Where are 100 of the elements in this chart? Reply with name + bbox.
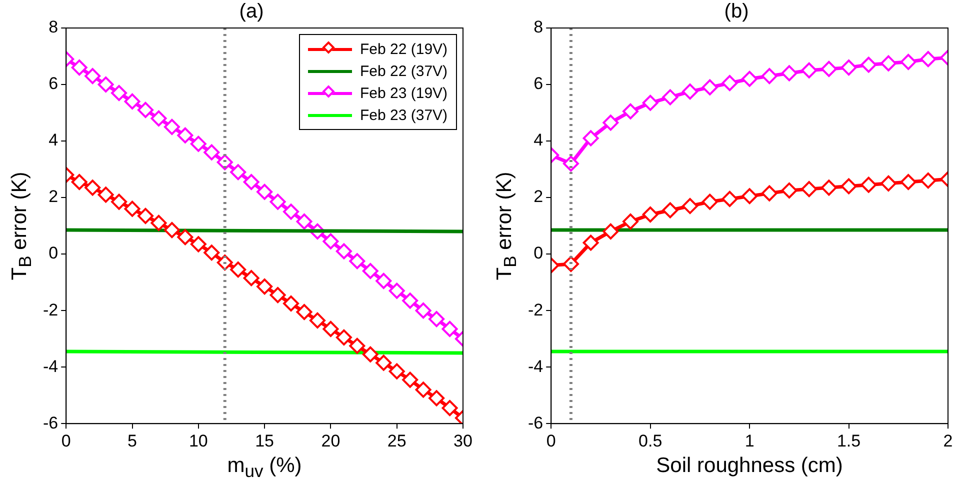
x-tick-label: 2 xyxy=(943,431,953,450)
point xyxy=(880,175,896,192)
y-tick-label: 2 xyxy=(534,187,544,206)
y-tick-label: -4 xyxy=(42,356,58,376)
point xyxy=(860,176,877,193)
x-tick-label: 30 xyxy=(454,431,472,450)
point xyxy=(71,174,88,190)
point xyxy=(84,68,101,84)
point xyxy=(111,84,128,101)
x-tick-label: 25 xyxy=(387,431,406,450)
point xyxy=(283,296,300,312)
legend-label: Feb 22 (19V) xyxy=(360,40,448,58)
chart-title: (a) xyxy=(239,0,264,23)
x-tick-label: 1.5 xyxy=(836,431,861,450)
y-tick-label: 0 xyxy=(534,244,544,263)
point xyxy=(820,60,837,77)
point xyxy=(243,174,260,190)
point xyxy=(124,93,140,110)
point xyxy=(270,194,286,210)
point xyxy=(840,60,857,76)
point xyxy=(322,320,339,337)
y-tick-label: 0 xyxy=(48,244,58,263)
x-tick-label: 20 xyxy=(321,431,340,450)
point xyxy=(415,302,432,319)
point xyxy=(164,222,180,238)
point xyxy=(900,174,916,190)
point xyxy=(920,172,936,189)
point xyxy=(322,233,339,250)
point xyxy=(349,338,366,354)
y-tick-label: 8 xyxy=(48,18,58,37)
point xyxy=(190,236,206,252)
point xyxy=(442,320,458,337)
y-tick-label: 4 xyxy=(48,130,58,150)
y-tick-label: -6 xyxy=(528,413,544,432)
point xyxy=(177,229,194,246)
x-tick-label: 15 xyxy=(255,431,274,450)
legend-label: Feb 22 (37V) xyxy=(360,62,448,80)
x-axis-title: Soil roughness (cm) xyxy=(656,454,843,478)
point xyxy=(376,272,392,289)
legend-label: Feb 23 (37V) xyxy=(360,106,448,124)
point xyxy=(204,144,220,160)
point xyxy=(164,118,180,135)
point xyxy=(84,180,101,196)
point xyxy=(900,54,916,70)
point xyxy=(820,180,837,196)
point xyxy=(177,127,194,144)
point xyxy=(682,198,698,214)
point xyxy=(388,282,405,299)
point xyxy=(111,194,128,210)
point xyxy=(402,372,418,388)
point xyxy=(376,354,392,371)
point xyxy=(801,62,818,78)
point xyxy=(742,70,758,87)
y-tick-label: -6 xyxy=(42,413,58,432)
point xyxy=(781,65,798,82)
point xyxy=(402,292,418,309)
point xyxy=(336,329,352,346)
point xyxy=(309,312,326,328)
x-tick-label: 5 xyxy=(128,431,137,450)
x-tick-label: 0 xyxy=(546,431,556,450)
point xyxy=(442,400,458,416)
point xyxy=(362,346,378,362)
chart-title: (b) xyxy=(724,0,749,23)
point xyxy=(428,311,445,328)
y-tick-label: -2 xyxy=(42,300,58,320)
point xyxy=(256,278,273,295)
x-tick-label: 0.5 xyxy=(638,431,662,450)
point xyxy=(622,214,638,230)
point xyxy=(256,184,273,200)
y-tick-label: -4 xyxy=(528,356,544,376)
point xyxy=(150,110,167,126)
y-tick-label: 4 xyxy=(534,130,544,150)
point xyxy=(243,270,260,286)
point xyxy=(270,287,286,304)
point xyxy=(204,244,220,261)
point xyxy=(137,208,154,224)
point xyxy=(682,84,698,100)
point xyxy=(98,76,114,93)
point xyxy=(71,60,88,76)
point xyxy=(702,194,718,210)
point xyxy=(801,181,818,198)
point xyxy=(662,202,678,218)
point xyxy=(722,75,738,92)
x-tick-label: 10 xyxy=(188,431,208,450)
y-tick-label: 6 xyxy=(48,74,58,94)
point xyxy=(781,182,798,198)
y-tick-label: 8 xyxy=(534,18,544,37)
point xyxy=(761,68,778,84)
point xyxy=(230,262,246,278)
point xyxy=(150,214,167,231)
point xyxy=(428,390,445,406)
point xyxy=(880,55,896,72)
legend-label: Feb 23 (19V) xyxy=(360,84,448,102)
point xyxy=(642,206,658,222)
point xyxy=(582,130,599,146)
point xyxy=(582,234,599,251)
point xyxy=(702,79,718,96)
point xyxy=(296,214,312,230)
point xyxy=(840,178,857,194)
point xyxy=(230,164,246,180)
